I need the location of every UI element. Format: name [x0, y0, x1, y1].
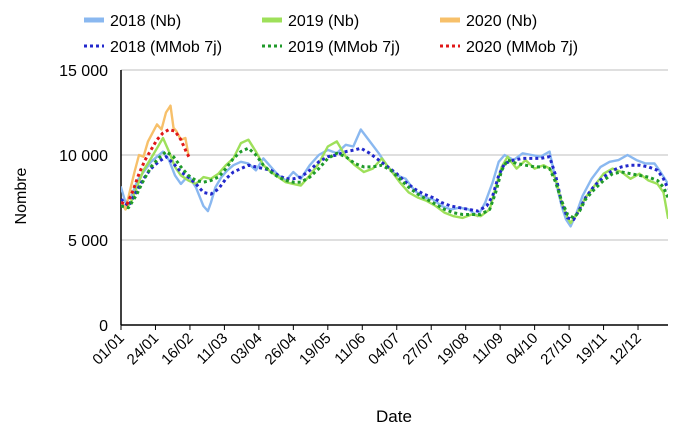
x-tick-label: 11/06 [331, 330, 369, 368]
x-axis-label: Date [376, 407, 412, 426]
gridlines [121, 69, 668, 241]
series-line-2019-mmob-7j [121, 146, 668, 220]
x-tick-label: 11/09 [469, 330, 507, 368]
legend-label: 2020 (Nb) [466, 13, 537, 30]
legend-label: 2019 (MMob 7j) [288, 39, 400, 56]
legend: 2018 (Nb) 2019 (Nb) 2020 (Nb) 2018 (MMob 7j… [84, 13, 578, 56]
x-tick-label: 04/07 [365, 330, 404, 369]
legend-label: 2020 (MMob 7j) [466, 39, 578, 56]
x-tick-label: 11/03 [193, 330, 231, 368]
x-tick-label: 16/02 [158, 330, 197, 369]
y-tick-label: 10 000 [59, 148, 108, 165]
x-tick-label: 27/10 [537, 330, 576, 369]
x-tick-label: 27/07 [399, 330, 438, 369]
y-tick-label: 5 000 [68, 233, 108, 250]
legend-label: 2018 (Nb) [110, 13, 181, 30]
x-tick-label: 01/01 [89, 330, 128, 369]
series-line-2018-mmob-7j [121, 146, 668, 222]
series-line-2020-mmob-7j [121, 128, 192, 206]
series-line-2019-nb [121, 136, 668, 225]
x-tick-label: 19/11 [573, 330, 611, 368]
x-tick-label: 24/01 [124, 330, 163, 369]
y-tick-label: 0 [99, 318, 108, 335]
x-tick-label: 26/04 [262, 330, 301, 369]
x-tick-label: 12/12 [606, 330, 645, 369]
y-axis-label: Nombre [13, 167, 30, 224]
x-tick-label: 03/04 [227, 330, 266, 369]
series-lines [121, 104, 668, 228]
legend-label: 2019 (Nb) [288, 13, 359, 30]
y-tick-label: 15 000 [59, 63, 108, 80]
x-tick-label: 19/08 [434, 330, 473, 369]
legend-label: 2018 (MMob 7j) [110, 39, 222, 56]
x-tick-label: 04/10 [503, 330, 542, 369]
x-tick-label: 19/05 [296, 330, 335, 369]
series-line-2018-nb [121, 128, 668, 228]
